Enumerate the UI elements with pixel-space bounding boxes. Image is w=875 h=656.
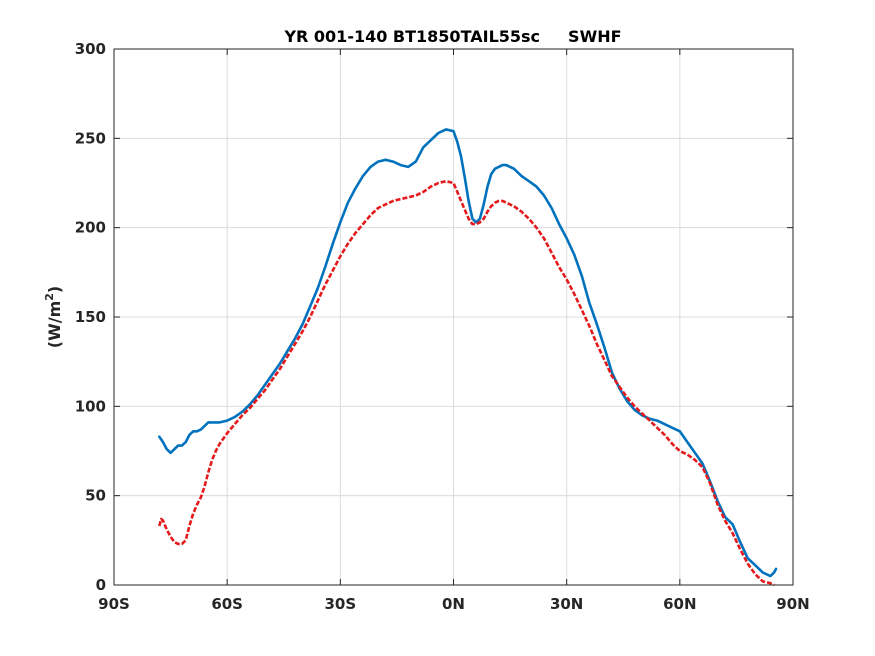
x-tick-label: 90N xyxy=(776,595,809,613)
chart-title-main: YR 001-140 BT1850TAIL55sc xyxy=(283,27,540,46)
ticks: 90S 60S 30S 0N 30N 60N 90N 0 50 100 150 200 250 300 xyxy=(75,40,810,613)
y-tick-label: 200 xyxy=(75,219,106,237)
x-tick-label: 60N xyxy=(663,595,696,613)
y-tick-label: 150 xyxy=(75,308,106,326)
x-tick-label: 0N xyxy=(442,595,465,613)
chart-title-suffix: SWHF xyxy=(568,27,622,46)
chart-title: YR 001-140 BT1850TAIL55sc SWHF xyxy=(283,27,621,46)
y-tick-label: 100 xyxy=(75,397,106,415)
y-axis-label-close: ) xyxy=(45,286,64,293)
series-line-2 xyxy=(158,179,775,587)
series-line-1 xyxy=(158,128,778,578)
y-tick-label: 50 xyxy=(85,487,106,505)
y-axis-label: (W/m2) xyxy=(43,286,64,348)
x-tick-label: 90S xyxy=(98,595,130,613)
x-tick-label: 60S xyxy=(211,595,243,613)
x-tick-label: 30N xyxy=(550,595,583,613)
x-tick-label: 30S xyxy=(324,595,356,613)
y-axis-label-text: (W/m xyxy=(45,301,64,348)
y-tick-label: 0 xyxy=(96,576,106,594)
y-axis-label-sup: 2 xyxy=(43,293,56,301)
y-tick-label: 300 xyxy=(75,40,106,58)
series-layer xyxy=(158,128,778,587)
y-tick-label: 250 xyxy=(75,129,106,147)
